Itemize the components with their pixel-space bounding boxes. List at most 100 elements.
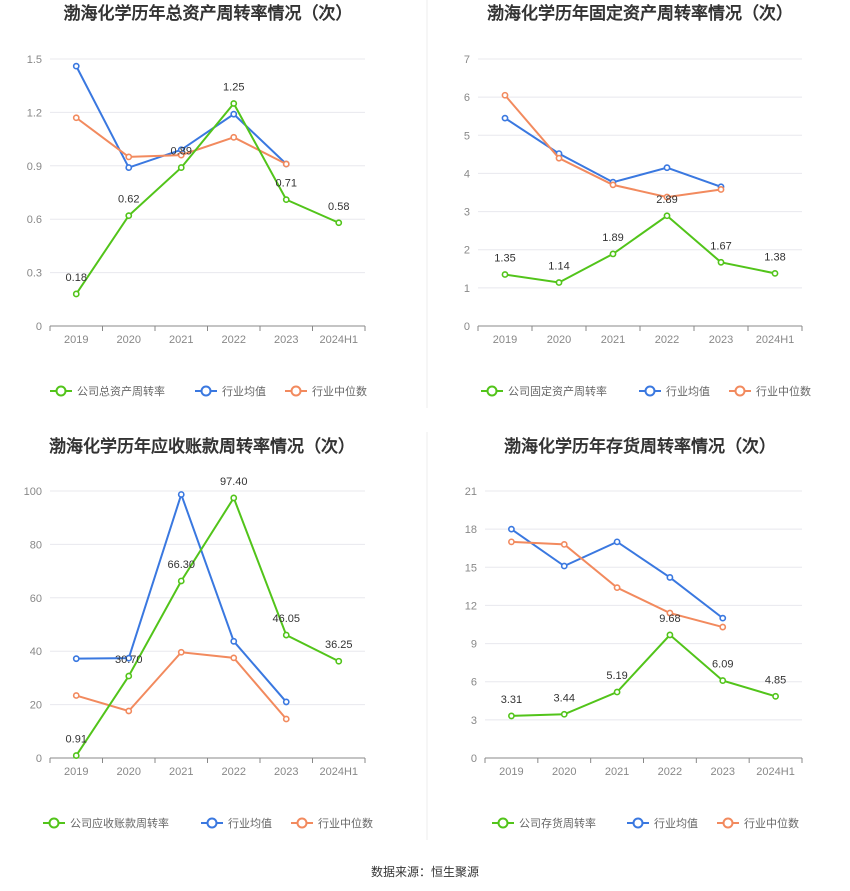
- x-tick-label: 2024H1: [756, 334, 795, 346]
- data-point: [230, 100, 238, 107]
- y-tick-label: 6: [464, 92, 470, 104]
- y-tick-label: 2: [464, 245, 470, 257]
- y-tick-label: 3: [471, 715, 477, 727]
- series-line-industry-average: [504, 117, 722, 188]
- data-point: [501, 271, 509, 278]
- y-tick-label: 7: [464, 54, 470, 66]
- panel-title: 渤海化学历年存货周转率情况（次）: [504, 436, 776, 456]
- data-source-note: 数据来源：恒生聚源: [371, 864, 479, 879]
- data-point: [72, 290, 80, 298]
- y-tick-label: 0: [471, 753, 477, 765]
- data-point: [719, 623, 727, 631]
- legend-label: 行业均值: [228, 817, 272, 830]
- x-tick-label: 2021: [601, 334, 625, 346]
- y-tick-label: 0: [464, 321, 470, 333]
- legend-label: 公司总资产周转率: [77, 384, 165, 398]
- panel-title: 渤海化学历年总资产周转率情况（次）: [64, 3, 353, 23]
- data-point: [72, 692, 80, 699]
- data-label: 9.68: [659, 613, 680, 625]
- data-point: [72, 655, 80, 663]
- data-point: [666, 574, 674, 581]
- x-tick-label: 2023: [274, 334, 298, 346]
- data-point: [230, 654, 238, 662]
- data-label: 1.14: [548, 261, 569, 273]
- x-tick-label: 2020: [547, 334, 571, 346]
- data-point: [555, 154, 563, 162]
- x-tick-label: 2021: [169, 334, 193, 346]
- data-label: 1.25: [223, 82, 244, 94]
- data-point: [72, 752, 80, 759]
- legend-marker: [200, 385, 212, 397]
- data-label: 36.25: [325, 639, 353, 651]
- data-point: [282, 715, 290, 723]
- data-point: [125, 212, 133, 220]
- x-tick-label: 2024H1: [319, 334, 358, 346]
- data-point: [613, 538, 621, 546]
- legend-label: 行业均值: [222, 385, 266, 398]
- legend-label: 行业中位数: [312, 384, 367, 398]
- legend-label: 行业中位数: [756, 384, 811, 398]
- y-tick-label: 0.6: [27, 214, 42, 226]
- data-point: [230, 110, 238, 118]
- legend-marker: [734, 385, 746, 397]
- legend-label: 行业中位数: [318, 816, 373, 830]
- chart-panel-4: 渤海化学历年存货周转率情况（次） 0 3 6 9 12 15 18 21 2019 2020 2021…: [465, 436, 803, 830]
- data-label: 0.58: [328, 201, 349, 213]
- data-point: [282, 160, 290, 168]
- x-tick-label: 2024H1: [319, 766, 358, 778]
- data-point: [501, 114, 509, 122]
- y-tick-label: 100: [24, 486, 42, 498]
- chart-panel-3: 渤海化学历年应收账款周转率情况（次） 0 20 40 60 80 100 2019 2020 20…: [24, 436, 373, 830]
- x-tick-label: 2023: [274, 766, 298, 778]
- y-tick-label: 1.2: [27, 107, 42, 119]
- data-point: [609, 181, 617, 189]
- data-point: [72, 62, 80, 70]
- data-label: 3.31: [501, 694, 522, 706]
- data-point: [501, 91, 509, 99]
- x-tick-label: 2023: [711, 766, 735, 778]
- data-point: [555, 279, 563, 286]
- y-tick-label: 4: [464, 168, 470, 180]
- y-tick-label: 9: [471, 639, 477, 651]
- data-point: [335, 219, 343, 227]
- data-point: [609, 250, 617, 258]
- legend-marker: [48, 817, 60, 829]
- data-point: [230, 494, 238, 502]
- chart-panel-1: 渤海化学历年总资产周转率情况（次） 0 0.3 0.6 0.9 1.2 1.5 2019 202…: [27, 3, 367, 398]
- data-point: [177, 164, 185, 171]
- series-line-company: [75, 101, 340, 295]
- data-point: [282, 196, 290, 204]
- x-tick-label: 2019: [64, 334, 88, 346]
- data-point: [72, 114, 80, 122]
- data-label: 0.71: [276, 178, 297, 190]
- legend-label: 行业中位数: [744, 816, 799, 830]
- data-point: [560, 541, 568, 548]
- data-point: [125, 164, 133, 171]
- y-tick-label: 15: [465, 562, 477, 574]
- legend-marker: [486, 385, 498, 397]
- data-label: 0.91: [66, 734, 87, 746]
- x-tick-label: 2021: [605, 766, 629, 778]
- data-point: [717, 186, 725, 193]
- y-tick-label: 3: [464, 207, 470, 219]
- data-label: 4.85: [765, 674, 786, 686]
- data-label: 0.89: [171, 146, 192, 158]
- data-label: 30.70: [115, 654, 143, 666]
- data-label: 0.62: [118, 194, 139, 206]
- y-tick-label: 21: [465, 486, 477, 498]
- data-point: [230, 133, 238, 141]
- data-label: 1.38: [764, 251, 785, 263]
- series-line-company: [75, 495, 340, 757]
- x-tick-label: 2021: [169, 766, 193, 778]
- x-tick-label: 2023: [709, 334, 733, 346]
- data-point: [663, 164, 671, 172]
- legend-label: 公司存货周转率: [519, 816, 596, 830]
- legend-label: 公司固定资产周转率: [508, 384, 607, 398]
- data-point: [125, 672, 133, 680]
- y-tick-label: 1.5: [27, 54, 42, 66]
- data-point: [335, 657, 343, 665]
- data-point: [508, 538, 515, 546]
- x-tick-label: 2019: [499, 766, 523, 778]
- data-point: [125, 153, 133, 161]
- data-label: 1.35: [494, 253, 515, 265]
